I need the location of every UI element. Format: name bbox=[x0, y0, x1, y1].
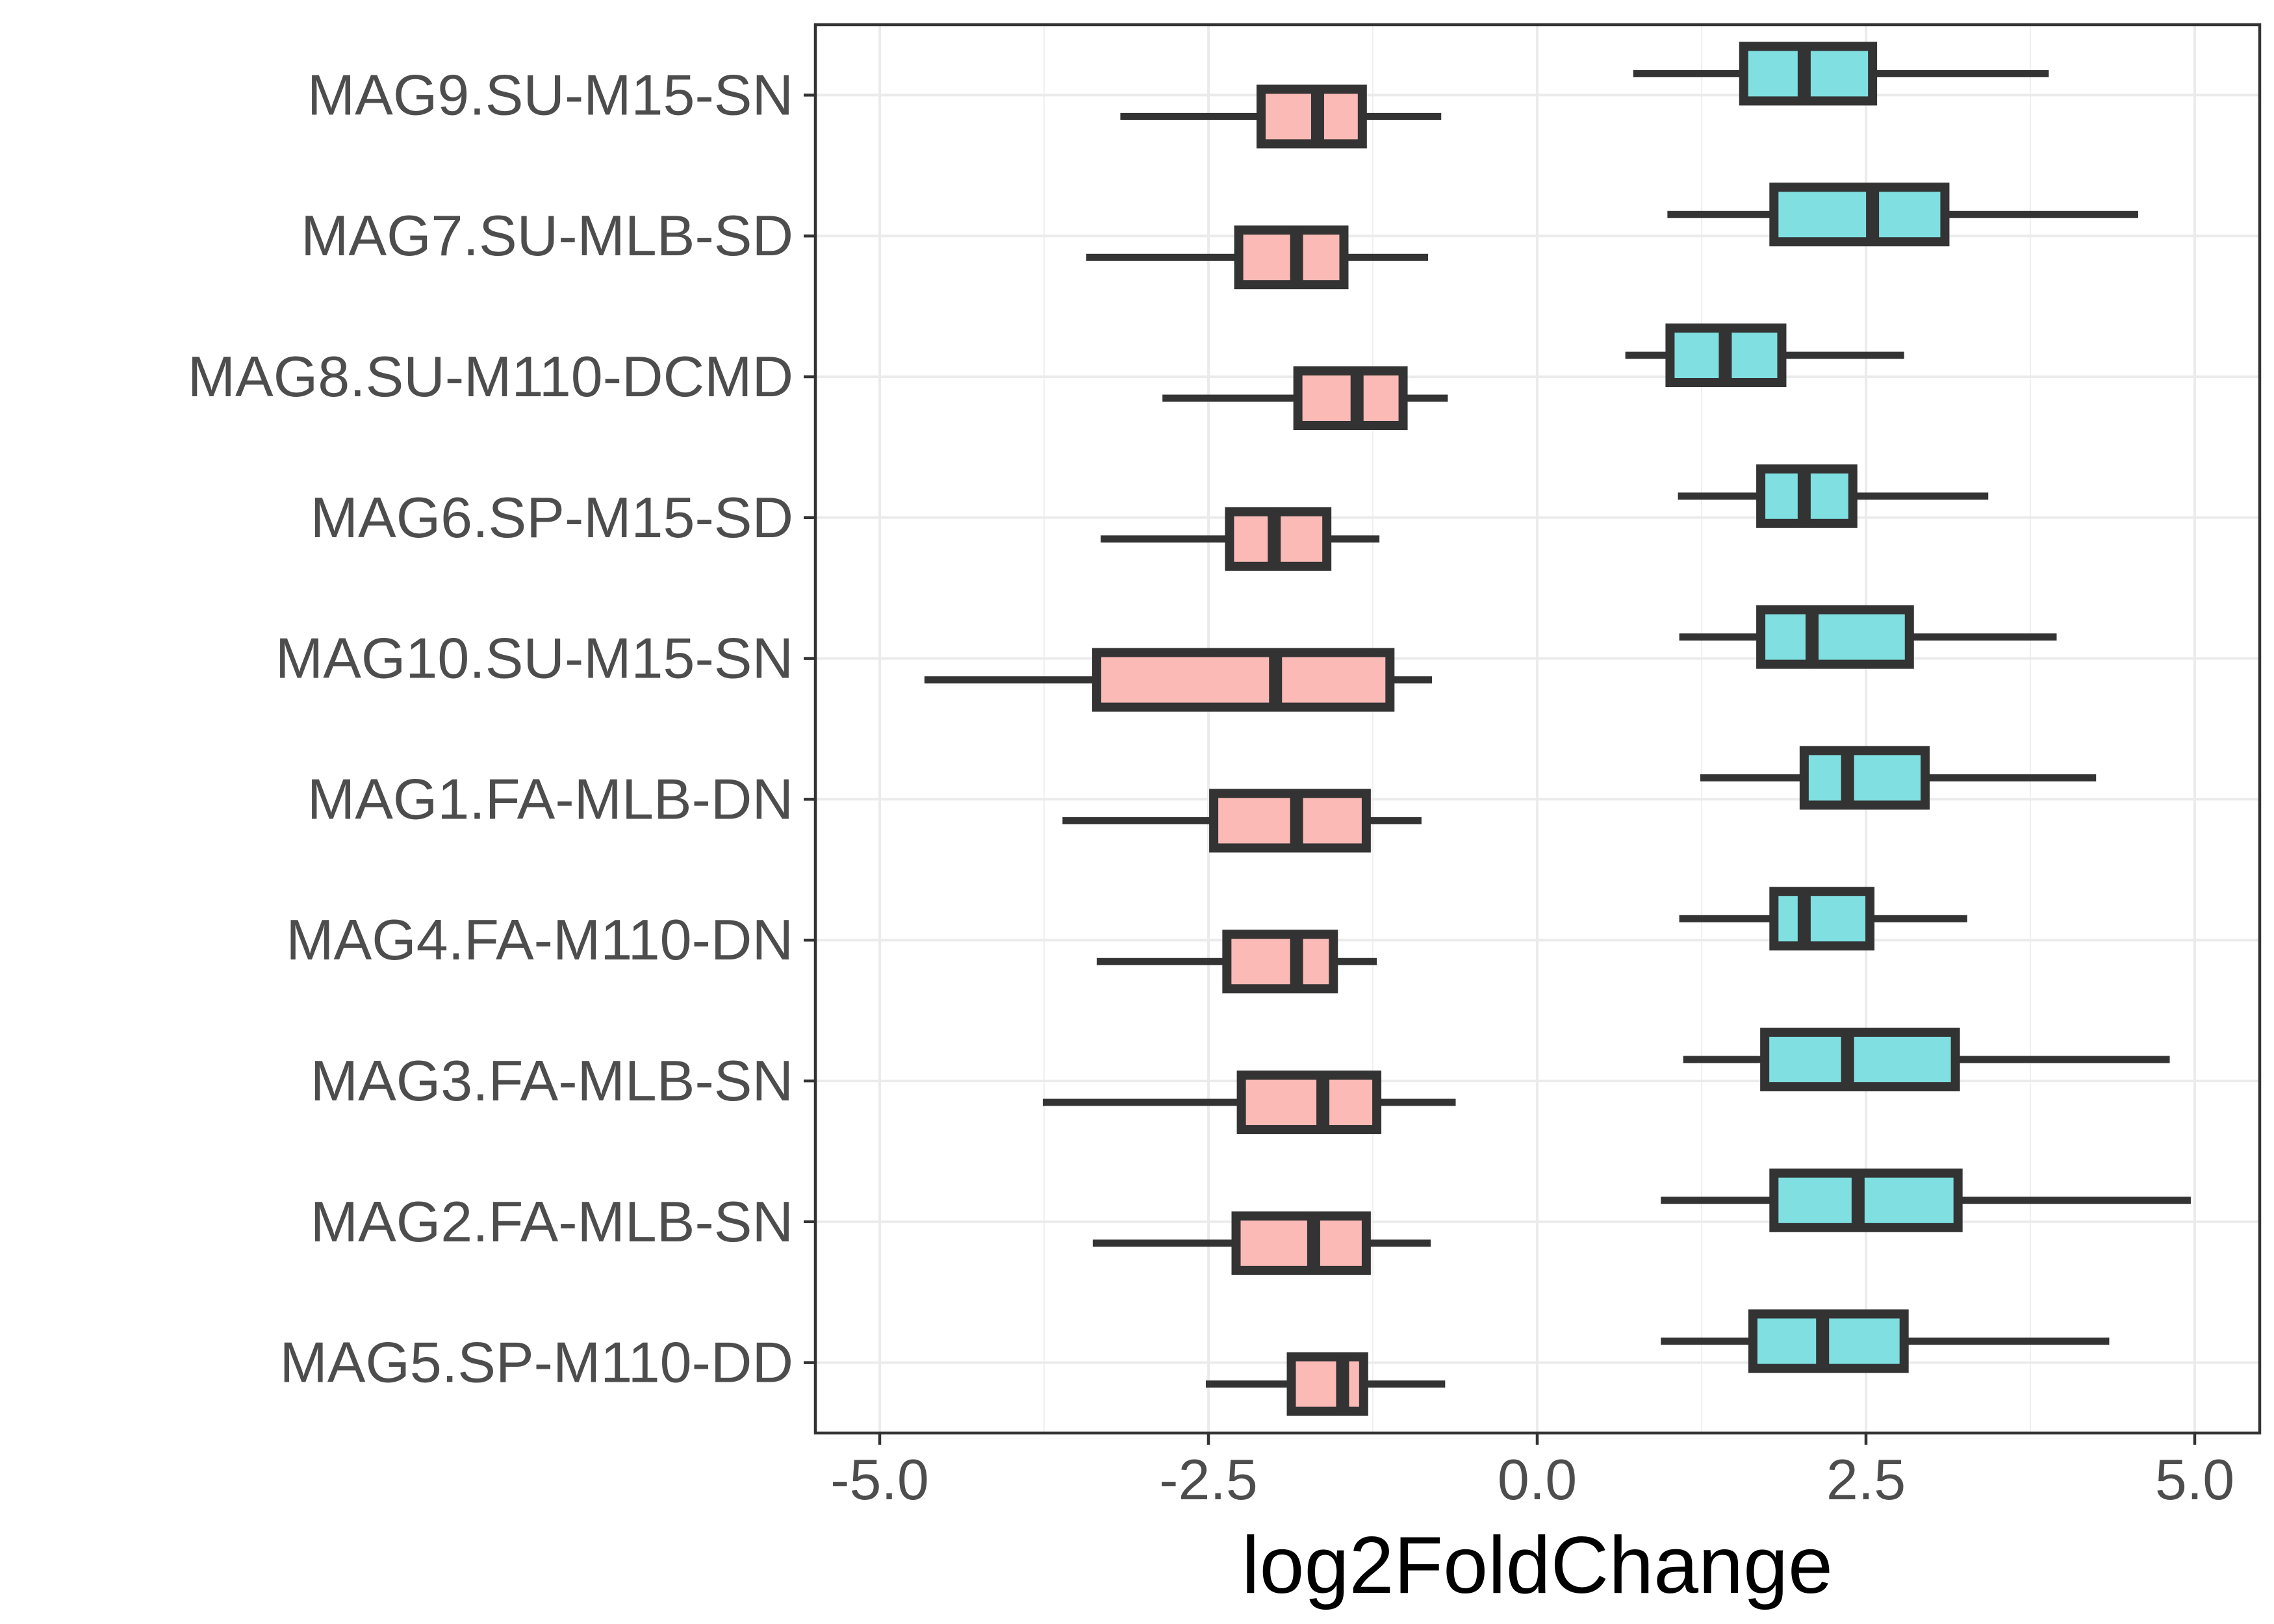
box-positive-MAG4.FA-M110-DN bbox=[1679, 887, 1967, 951]
box-positive-MAG10.SU-M15-SN bbox=[1679, 605, 2057, 669]
box-negative-MAG9.SU-M15-SN bbox=[1120, 84, 1442, 149]
box-iqr-fill bbox=[1092, 648, 1395, 712]
box-iqr-fill bbox=[1209, 789, 1371, 853]
y-tick-label: MAG2.FA-MLB-SN bbox=[311, 1189, 793, 1254]
box-positive-MAG9.SU-M15-SN bbox=[1633, 42, 2049, 106]
box-negative-MAG5.SP-M110-DD bbox=[1205, 1352, 1446, 1416]
box-iqr-fill bbox=[1769, 887, 1875, 951]
x-tick-label: 5.0 bbox=[2155, 1447, 2234, 1512]
y-tick-label: MAG8.SU-M110-DCMD bbox=[188, 344, 793, 409]
box-iqr-fill bbox=[1799, 746, 1930, 810]
y-tick-label: MAG4.FA-M110-DN bbox=[286, 907, 793, 972]
box-positive-MAG6.SP-M15-SD bbox=[1678, 464, 1989, 528]
x-axis-title: log2FoldChange bbox=[1242, 1521, 1833, 1610]
boxes bbox=[924, 42, 2191, 1416]
box-iqr-fill bbox=[1231, 1211, 1371, 1275]
box-negative-MAG8.SU-M110-DCMD bbox=[1162, 366, 1448, 430]
box-positive-MAG7.SU-MLB-SD bbox=[1667, 183, 2138, 247]
x-axis: -5.0 -2.5 0.0 2.5 5.0 bbox=[830, 1433, 2234, 1512]
x-tick-label: 2.5 bbox=[1826, 1447, 1906, 1512]
box-positive-MAG8.SU-M110-DCMD bbox=[1625, 324, 1904, 387]
box-positive-MAG1.FA-MLB-DN bbox=[1700, 746, 2097, 810]
box-positive-MAG3.FA-MLB-SN bbox=[1683, 1028, 2170, 1091]
y-tick-label: MAG9.SU-M15-SN bbox=[307, 62, 793, 127]
box-iqr-fill bbox=[1236, 1071, 1382, 1134]
box-iqr-fill bbox=[1756, 605, 1914, 669]
y-tick-label: MAG7.SU-MLB-SD bbox=[301, 203, 793, 268]
box-positive-MAG2.FA-MLB-SN bbox=[1661, 1168, 2191, 1232]
y-tick-label: MAG10.SU-M15-SN bbox=[275, 626, 793, 691]
box-iqr-fill bbox=[1760, 1028, 1960, 1091]
box-negative-MAG7.SU-MLB-SD bbox=[1086, 225, 1429, 290]
box-negative-MAG2.FA-MLB-SN bbox=[1092, 1211, 1431, 1275]
box-iqr-fill bbox=[1293, 366, 1408, 430]
y-axis: MAG9.SU-M15-SN MAG7.SU-MLB-SD MAG8.SU-M110… bbox=[188, 62, 815, 1395]
box-iqr-fill bbox=[1769, 1168, 1963, 1232]
x-tick-label: -2.5 bbox=[1159, 1447, 1258, 1512]
box-negative-MAG3.FA-MLB-SN bbox=[1042, 1071, 1456, 1134]
box-iqr-fill bbox=[1222, 930, 1338, 994]
box-negative-MAG1.FA-MLB-DN bbox=[1062, 789, 1422, 853]
box-negative-MAG4.FA-M110-DN bbox=[1096, 930, 1377, 994]
y-tick-label: MAG3.FA-MLB-SN bbox=[311, 1048, 793, 1113]
y-tick-label: MAG5.SP-M110-DD bbox=[279, 1330, 793, 1395]
x-tick-label: 0.0 bbox=[1498, 1447, 1577, 1512]
box-iqr-fill bbox=[1286, 1352, 1368, 1416]
box-negative-MAG6.SP-M15-SD bbox=[1101, 507, 1380, 571]
box-iqr-fill bbox=[1769, 183, 1950, 247]
gridlines bbox=[815, 25, 2260, 1433]
box-negative-MAG10.SU-M15-SN bbox=[924, 648, 1433, 712]
y-tick-label: MAG6.SP-M15-SD bbox=[311, 485, 793, 550]
x-tick-label: -5.0 bbox=[830, 1447, 929, 1512]
y-tick-label: MAG1.FA-MLB-DN bbox=[307, 767, 793, 831]
box-positive-MAG5.SP-M110-DD bbox=[1661, 1309, 2110, 1373]
